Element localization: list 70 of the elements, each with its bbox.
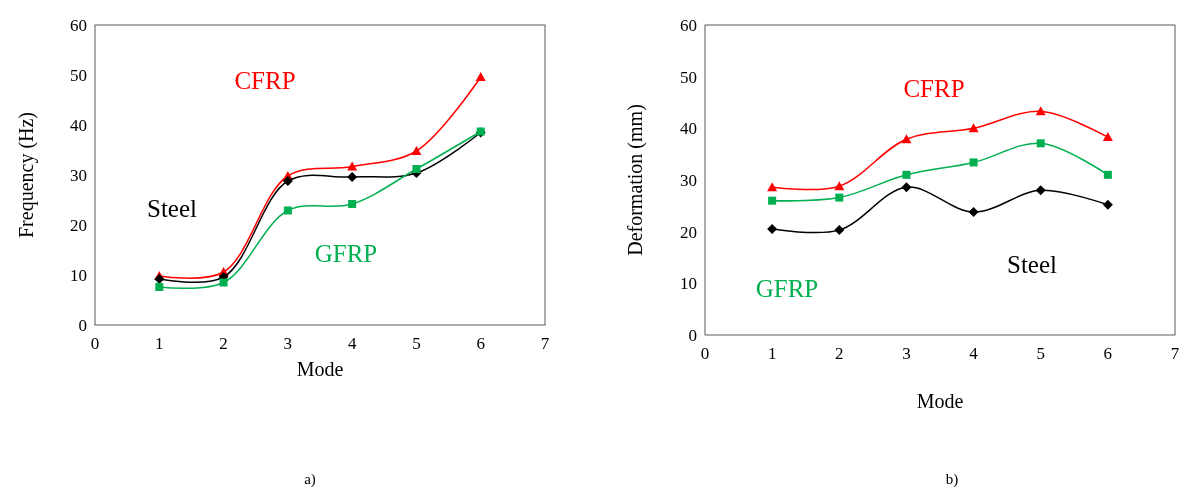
point [1036,139,1045,148]
series-label: GFRP [314,239,378,267]
text: CFRP [234,66,296,94]
point [901,134,912,144]
x-tick-label: 3 [283,334,293,353]
y-tick-label: 30 [680,170,697,190]
text: Steel [147,194,198,222]
point [348,200,357,208]
text: GFRP [755,274,819,302]
x-axis-title: Mode [916,390,964,412]
y-tick-label: 50 [70,65,87,85]
point [835,193,844,202]
y-tick-label: 0 [78,315,87,335]
text: b) [945,471,959,488]
point [1103,170,1112,179]
y-tick-label: 60 [70,15,87,35]
point [475,72,486,81]
x-tick-label: 2 [219,334,228,353]
text: a) [304,471,316,488]
y-tick-label: 10 [680,274,697,294]
point [901,182,912,193]
point [283,206,292,215]
y-axis-title: Deformation (mm) [624,104,647,256]
y-tick-label: 20 [70,215,87,235]
x-tick-label: 0 [700,344,710,363]
series-label: Steel [1007,250,1058,278]
x-tick-label: 5 [1036,344,1045,363]
point [969,158,978,167]
x-tick-label: 2 [835,344,844,363]
point [1102,199,1113,210]
point [902,170,911,179]
y-tick-label: 40 [70,115,87,135]
y-tick-label: 20 [680,222,697,242]
y-axis-title: Frequency (Hz) [15,111,38,239]
y-tick-label: 10 [70,265,87,285]
x-tick-label: 3 [902,344,911,363]
point [411,146,422,155]
x-tick-label: 7 [1170,344,1180,363]
point [282,176,293,186]
x-tick-label: 4 [347,334,357,353]
point [347,161,358,171]
point [968,123,979,133]
y-tick-label: 30 [70,165,87,185]
x-tick-label: 1 [155,334,164,353]
point [219,278,228,287]
x-tick-label: 7 [540,334,550,353]
point [767,182,778,192]
x-tick-label: 6 [1103,344,1113,363]
x-tick-label: 0 [90,334,100,353]
point [1102,132,1113,142]
point [768,196,777,205]
x-axis-title: Mode [296,358,344,380]
point [154,274,165,284]
x-tick-label: 5 [412,334,421,353]
y-tick-label: 60 [680,15,697,35]
y-tick-label: 40 [680,119,697,139]
point [155,283,164,291]
point [834,225,845,236]
point [1035,185,1046,196]
point [347,172,358,182]
y-tick-label: 50 [680,67,697,87]
x-tick-label: 1 [767,344,777,363]
point [1035,106,1046,116]
x-tick-label: 6 [476,334,485,353]
point [968,207,979,218]
point [767,224,778,235]
point [834,181,845,191]
x-tick-label: 4 [969,344,979,363]
point [412,165,421,173]
series-label: CFRP [903,74,965,102]
